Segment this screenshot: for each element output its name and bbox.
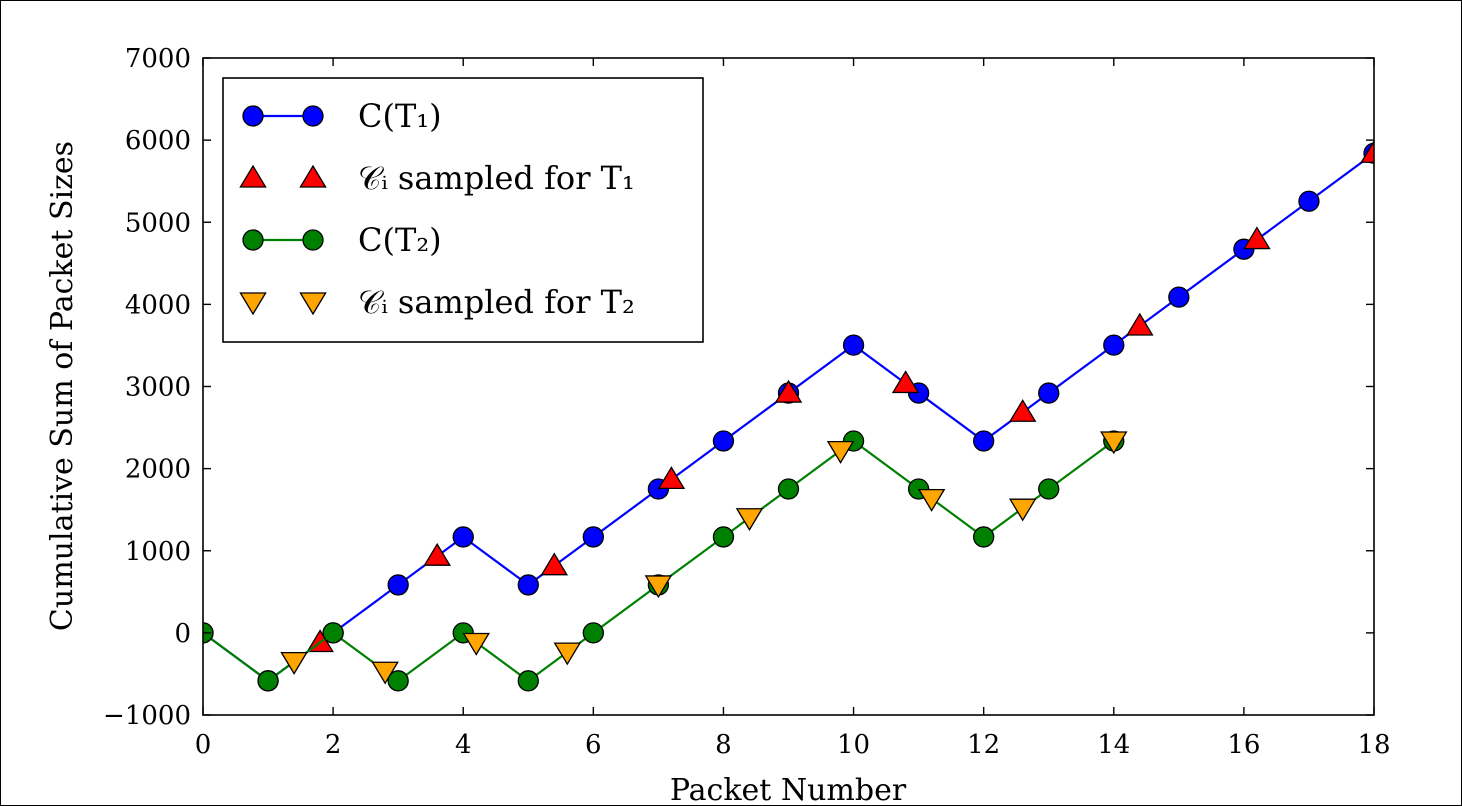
- legend-marker: [239, 164, 267, 188]
- y-tick-label: 6000: [125, 126, 191, 156]
- x-tick-label: 10: [837, 730, 870, 760]
- series-3-point: [1008, 498, 1037, 522]
- series-0-point: [1103, 334, 1125, 356]
- series-0-point: [1168, 286, 1190, 308]
- x-tick-label: 0: [195, 730, 212, 760]
- legend-entry-3: 𝒞ᵢ sampled for T₂: [239, 283, 635, 321]
- series-3-point: [371, 661, 399, 685]
- series-3-point: [553, 642, 582, 666]
- series-2-point: [973, 526, 995, 548]
- y-axis-label: Cumulative Sum of Packet Sizes: [45, 141, 80, 631]
- series-1-point: [423, 542, 451, 566]
- series-0-point: [452, 526, 474, 548]
- series-0-point: [1298, 190, 1320, 212]
- legend: C(T₁) 𝒞ᵢ sampled for T₁ C(T₂) 𝒞ᵢ sampled fo…: [222, 77, 704, 343]
- y-tick-label: 4000: [125, 290, 191, 320]
- x-tick-label: 8: [715, 730, 732, 760]
- legend-marker: [242, 229, 264, 251]
- series-1: [306, 140, 1374, 653]
- data-layer: [203, 140, 1374, 692]
- series-2-point: [517, 670, 539, 692]
- legend-marker: [302, 105, 324, 127]
- legend-label: 𝒞ᵢ sampled for T₁: [358, 159, 635, 197]
- legend-entry-1: 𝒞ᵢ sampled for T₁: [239, 159, 635, 197]
- series-3-point: [280, 651, 308, 675]
- y-tick-label: −1000: [103, 701, 191, 731]
- y-tick-label: 3000: [125, 373, 191, 403]
- series-0-point: [517, 574, 539, 596]
- axis-ticks: 0 2 4 6 8 10 12 14 16 18−100001000200030004000500…: [103, 44, 1391, 760]
- series-0-point: [582, 526, 604, 548]
- legend-marker: [302, 229, 324, 251]
- y-tick-label: 2000: [125, 455, 191, 485]
- series-1-point: [1126, 312, 1154, 336]
- series-0-point: [712, 430, 735, 452]
- y-tick-label: 1000: [125, 537, 191, 567]
- legend-label: C(T₂): [358, 221, 442, 259]
- series-3-point: [644, 575, 673, 599]
- legend-marker: [239, 292, 267, 316]
- x-tick-label: 6: [585, 730, 602, 760]
- x-tick-label: 4: [455, 730, 472, 760]
- y-tick-label: 7000: [125, 44, 191, 74]
- series-3-point: [826, 440, 855, 464]
- series-2-point: [322, 622, 344, 644]
- series-3-point: [917, 488, 946, 512]
- legend-entry-2: C(T₂): [242, 221, 442, 259]
- series-1-point: [540, 552, 569, 576]
- series-2-point: [712, 526, 735, 548]
- series-0-point: [1038, 382, 1060, 404]
- series-3: [280, 431, 1128, 685]
- plot-marks: [203, 140, 1374, 692]
- legend-entry-0: C(T₁): [242, 97, 442, 135]
- legend-marker: [299, 292, 327, 316]
- legend-label: 𝒞ᵢ sampled for T₂: [358, 283, 635, 321]
- series-3-point: [462, 632, 490, 656]
- series-2-point: [387, 670, 409, 692]
- series-1-point: [774, 379, 803, 403]
- x-tick-label: 18: [1357, 730, 1390, 760]
- series-2-point: [257, 670, 279, 692]
- series-2-point: [1038, 478, 1060, 500]
- legend-label: C(T₁): [358, 97, 442, 135]
- series-1-point: [1008, 399, 1037, 422]
- x-tick-label: 14: [1097, 730, 1130, 760]
- series-0-point: [387, 574, 409, 596]
- series-0-point: [842, 334, 865, 356]
- legend-marker: [299, 164, 327, 188]
- series-1-point: [891, 370, 920, 394]
- series-2-point: [777, 478, 800, 500]
- series-1-point: [1360, 140, 1374, 163]
- series-1-point: [657, 466, 686, 490]
- x-tick-label: 2: [325, 730, 342, 760]
- x-tick-label: 16: [1227, 730, 1260, 760]
- series-3-point: [1100, 431, 1128, 455]
- x-tick-label: 12: [967, 730, 1000, 760]
- series-2-line: [203, 439, 1115, 683]
- series-0-point: [973, 430, 995, 452]
- y-tick-label: 5000: [125, 208, 191, 238]
- series-3-point: [735, 508, 764, 531]
- y-tick-label: 0: [174, 619, 191, 649]
- legend-marker: [242, 105, 264, 127]
- x-axis-label: Packet Number: [670, 773, 907, 806]
- series-1-point: [1243, 226, 1271, 250]
- series-2-point: [582, 622, 604, 644]
